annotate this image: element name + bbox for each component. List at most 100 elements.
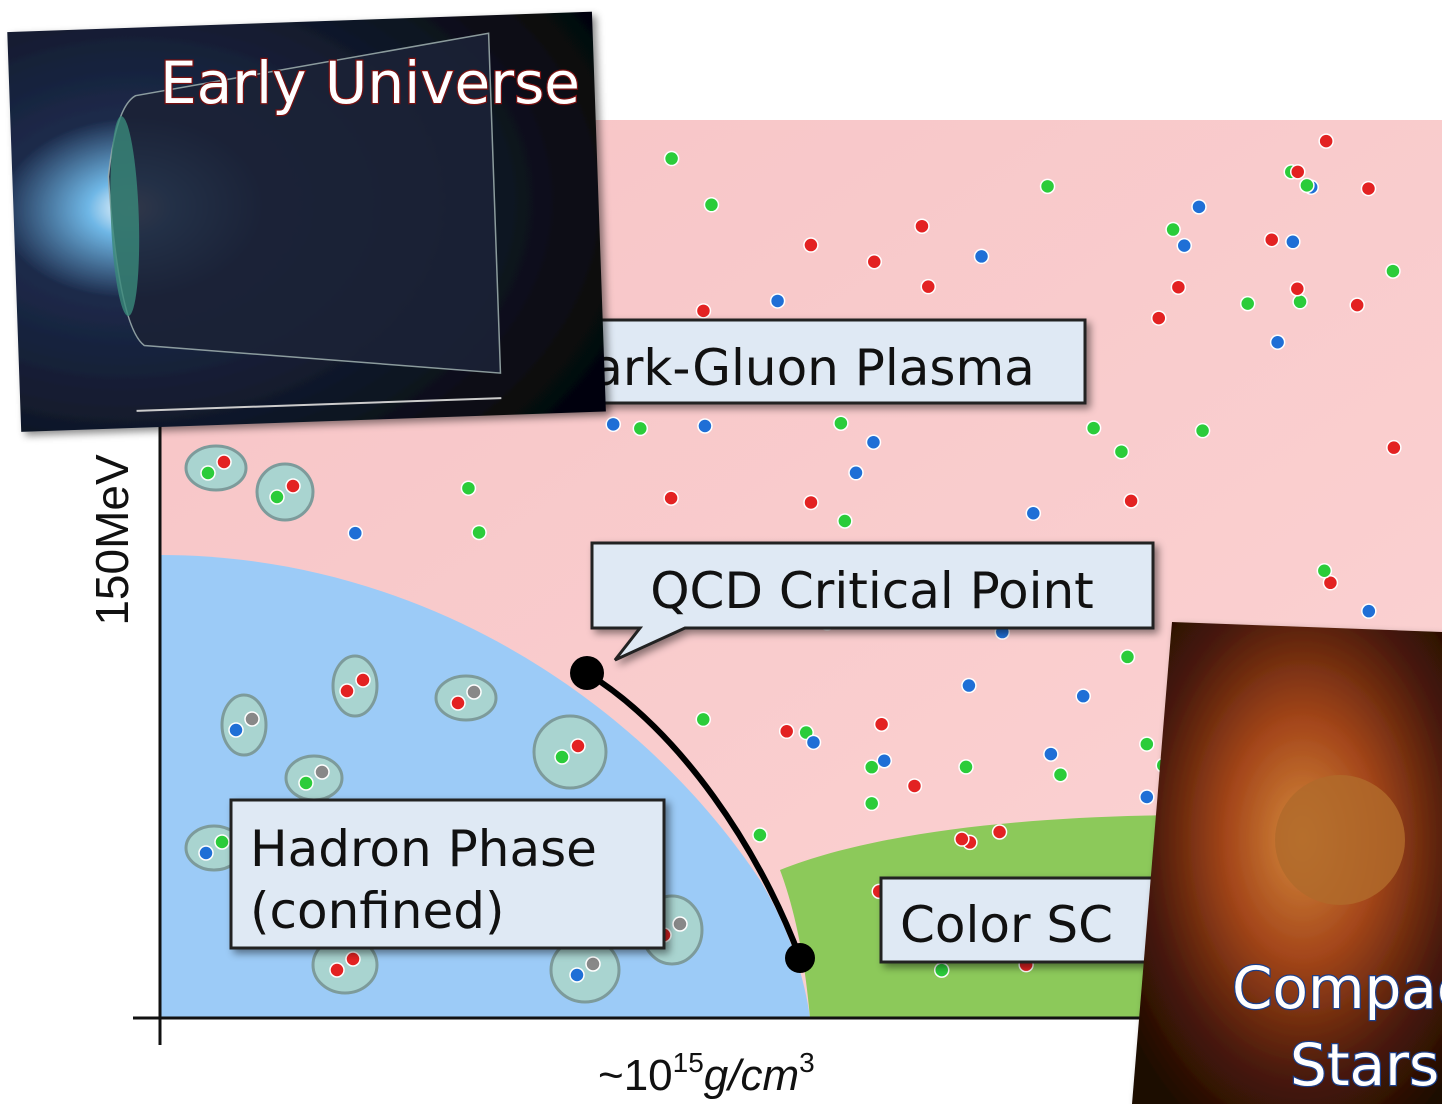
boundary-end xyxy=(785,943,815,973)
quark-dot xyxy=(933,962,950,978)
early-universe-label: Early Universe xyxy=(160,49,580,117)
quark-dot xyxy=(450,695,466,711)
quark-dot xyxy=(355,672,371,688)
compact-stars-image xyxy=(1132,622,1442,1104)
quark-dot xyxy=(914,218,930,234)
critical-label: QCD Critical Point xyxy=(650,562,1094,620)
quark-dot xyxy=(697,418,713,434)
hadron-bubble xyxy=(434,674,498,722)
x-axis-label: ~1015g/cm3 xyxy=(598,1047,815,1100)
early-universe-image xyxy=(7,11,606,432)
quark-dot xyxy=(906,778,923,794)
quark-dot xyxy=(1263,231,1280,248)
quark-dot xyxy=(805,734,822,751)
quark-dot xyxy=(848,465,864,481)
quark-dot xyxy=(1318,133,1334,149)
quark-dot xyxy=(863,759,880,775)
quark-dot xyxy=(778,723,795,740)
quark-dot xyxy=(873,716,890,733)
compact-label: Compact xyxy=(1232,954,1442,1022)
quark-dot xyxy=(1043,746,1059,762)
quark-dot xyxy=(198,845,214,861)
quark-dot xyxy=(837,513,853,529)
quark-dot xyxy=(958,759,974,775)
quark-dot xyxy=(769,293,786,309)
quark-dot xyxy=(269,489,285,505)
quark-dot xyxy=(1052,767,1069,783)
quark-dot xyxy=(570,738,586,754)
quark-dot xyxy=(1039,178,1056,195)
quark-dot xyxy=(1386,439,1402,456)
quark-dot xyxy=(345,951,361,967)
quark-dot xyxy=(471,524,487,541)
quark-dot xyxy=(285,478,301,494)
quark-dot xyxy=(991,824,1008,840)
quark-dot xyxy=(1289,164,1306,180)
quark-dot xyxy=(1119,649,1136,665)
quark-dot xyxy=(1239,295,1256,312)
quark-dot xyxy=(803,237,819,253)
quark-dot xyxy=(1360,180,1377,197)
quark-dot xyxy=(1316,562,1333,579)
hadron-bubble xyxy=(184,444,248,492)
critical-label-box: QCD Critical Point xyxy=(590,541,1155,662)
quark-dot xyxy=(695,711,712,728)
y-axis-label: 150MeV xyxy=(86,454,138,626)
quark-dot xyxy=(1025,505,1042,521)
quark-dot xyxy=(672,916,688,932)
quark-dot xyxy=(863,795,880,812)
qgp-label: Quark-Gluon Plasma xyxy=(521,339,1035,397)
quark-dot xyxy=(803,494,819,511)
quark-dot xyxy=(1176,237,1193,254)
phase-boundary xyxy=(585,670,803,960)
quark-dot xyxy=(314,764,330,780)
hadron-bubble xyxy=(532,714,608,790)
quark-dot xyxy=(1322,575,1339,591)
hadron-bubble xyxy=(255,462,315,522)
hadron-bubble xyxy=(331,654,379,718)
quark-dot xyxy=(1139,736,1155,752)
quark-dot xyxy=(1285,234,1301,250)
color-sc-label: Color SC xyxy=(900,896,1113,954)
quark-dot xyxy=(1361,603,1377,619)
quark-dot xyxy=(663,150,680,167)
quark-dot xyxy=(1191,199,1207,215)
quark-dot xyxy=(214,834,230,850)
quark-dot xyxy=(1292,294,1308,310)
quark-dot xyxy=(1085,420,1102,436)
quark-dot xyxy=(973,248,990,265)
quark-dot xyxy=(1385,263,1401,279)
quark-dot xyxy=(1075,688,1091,704)
quark-dot xyxy=(347,525,364,541)
hadron-sub-label: (confined) xyxy=(250,882,504,940)
quark-dot xyxy=(876,752,893,769)
hadron-label-box: Hadron Phase (confined) xyxy=(229,798,666,950)
quark-dot xyxy=(554,749,570,765)
quark-dot xyxy=(752,827,768,843)
x-label-unit-exponent: 3 xyxy=(799,1047,815,1078)
x-label-unit: g/cm xyxy=(704,1051,799,1100)
quark-dot xyxy=(200,465,216,481)
quark-dot xyxy=(703,197,720,213)
quark-dot xyxy=(1139,789,1155,805)
quark-dot xyxy=(228,722,244,738)
color-sc-label-box: Color SC xyxy=(879,876,1183,964)
quark-dot xyxy=(695,303,712,319)
quark-dot xyxy=(920,278,937,295)
quark-dot xyxy=(954,831,970,847)
quark-dot xyxy=(1123,493,1139,509)
quark-dot xyxy=(1165,221,1181,238)
quark-dot xyxy=(329,962,345,978)
quark-dot xyxy=(216,454,232,470)
quark-dot xyxy=(605,416,621,433)
hadron-bubble xyxy=(284,754,344,802)
quark-dot xyxy=(460,480,477,496)
quark-dot xyxy=(1113,443,1130,460)
stars-label: Stars xyxy=(1290,1031,1439,1099)
x-label-prefix: ~10 xyxy=(598,1051,673,1100)
quark-dot xyxy=(339,683,355,699)
x-label-exponent: 15 xyxy=(673,1047,704,1078)
critical-point xyxy=(570,656,604,690)
